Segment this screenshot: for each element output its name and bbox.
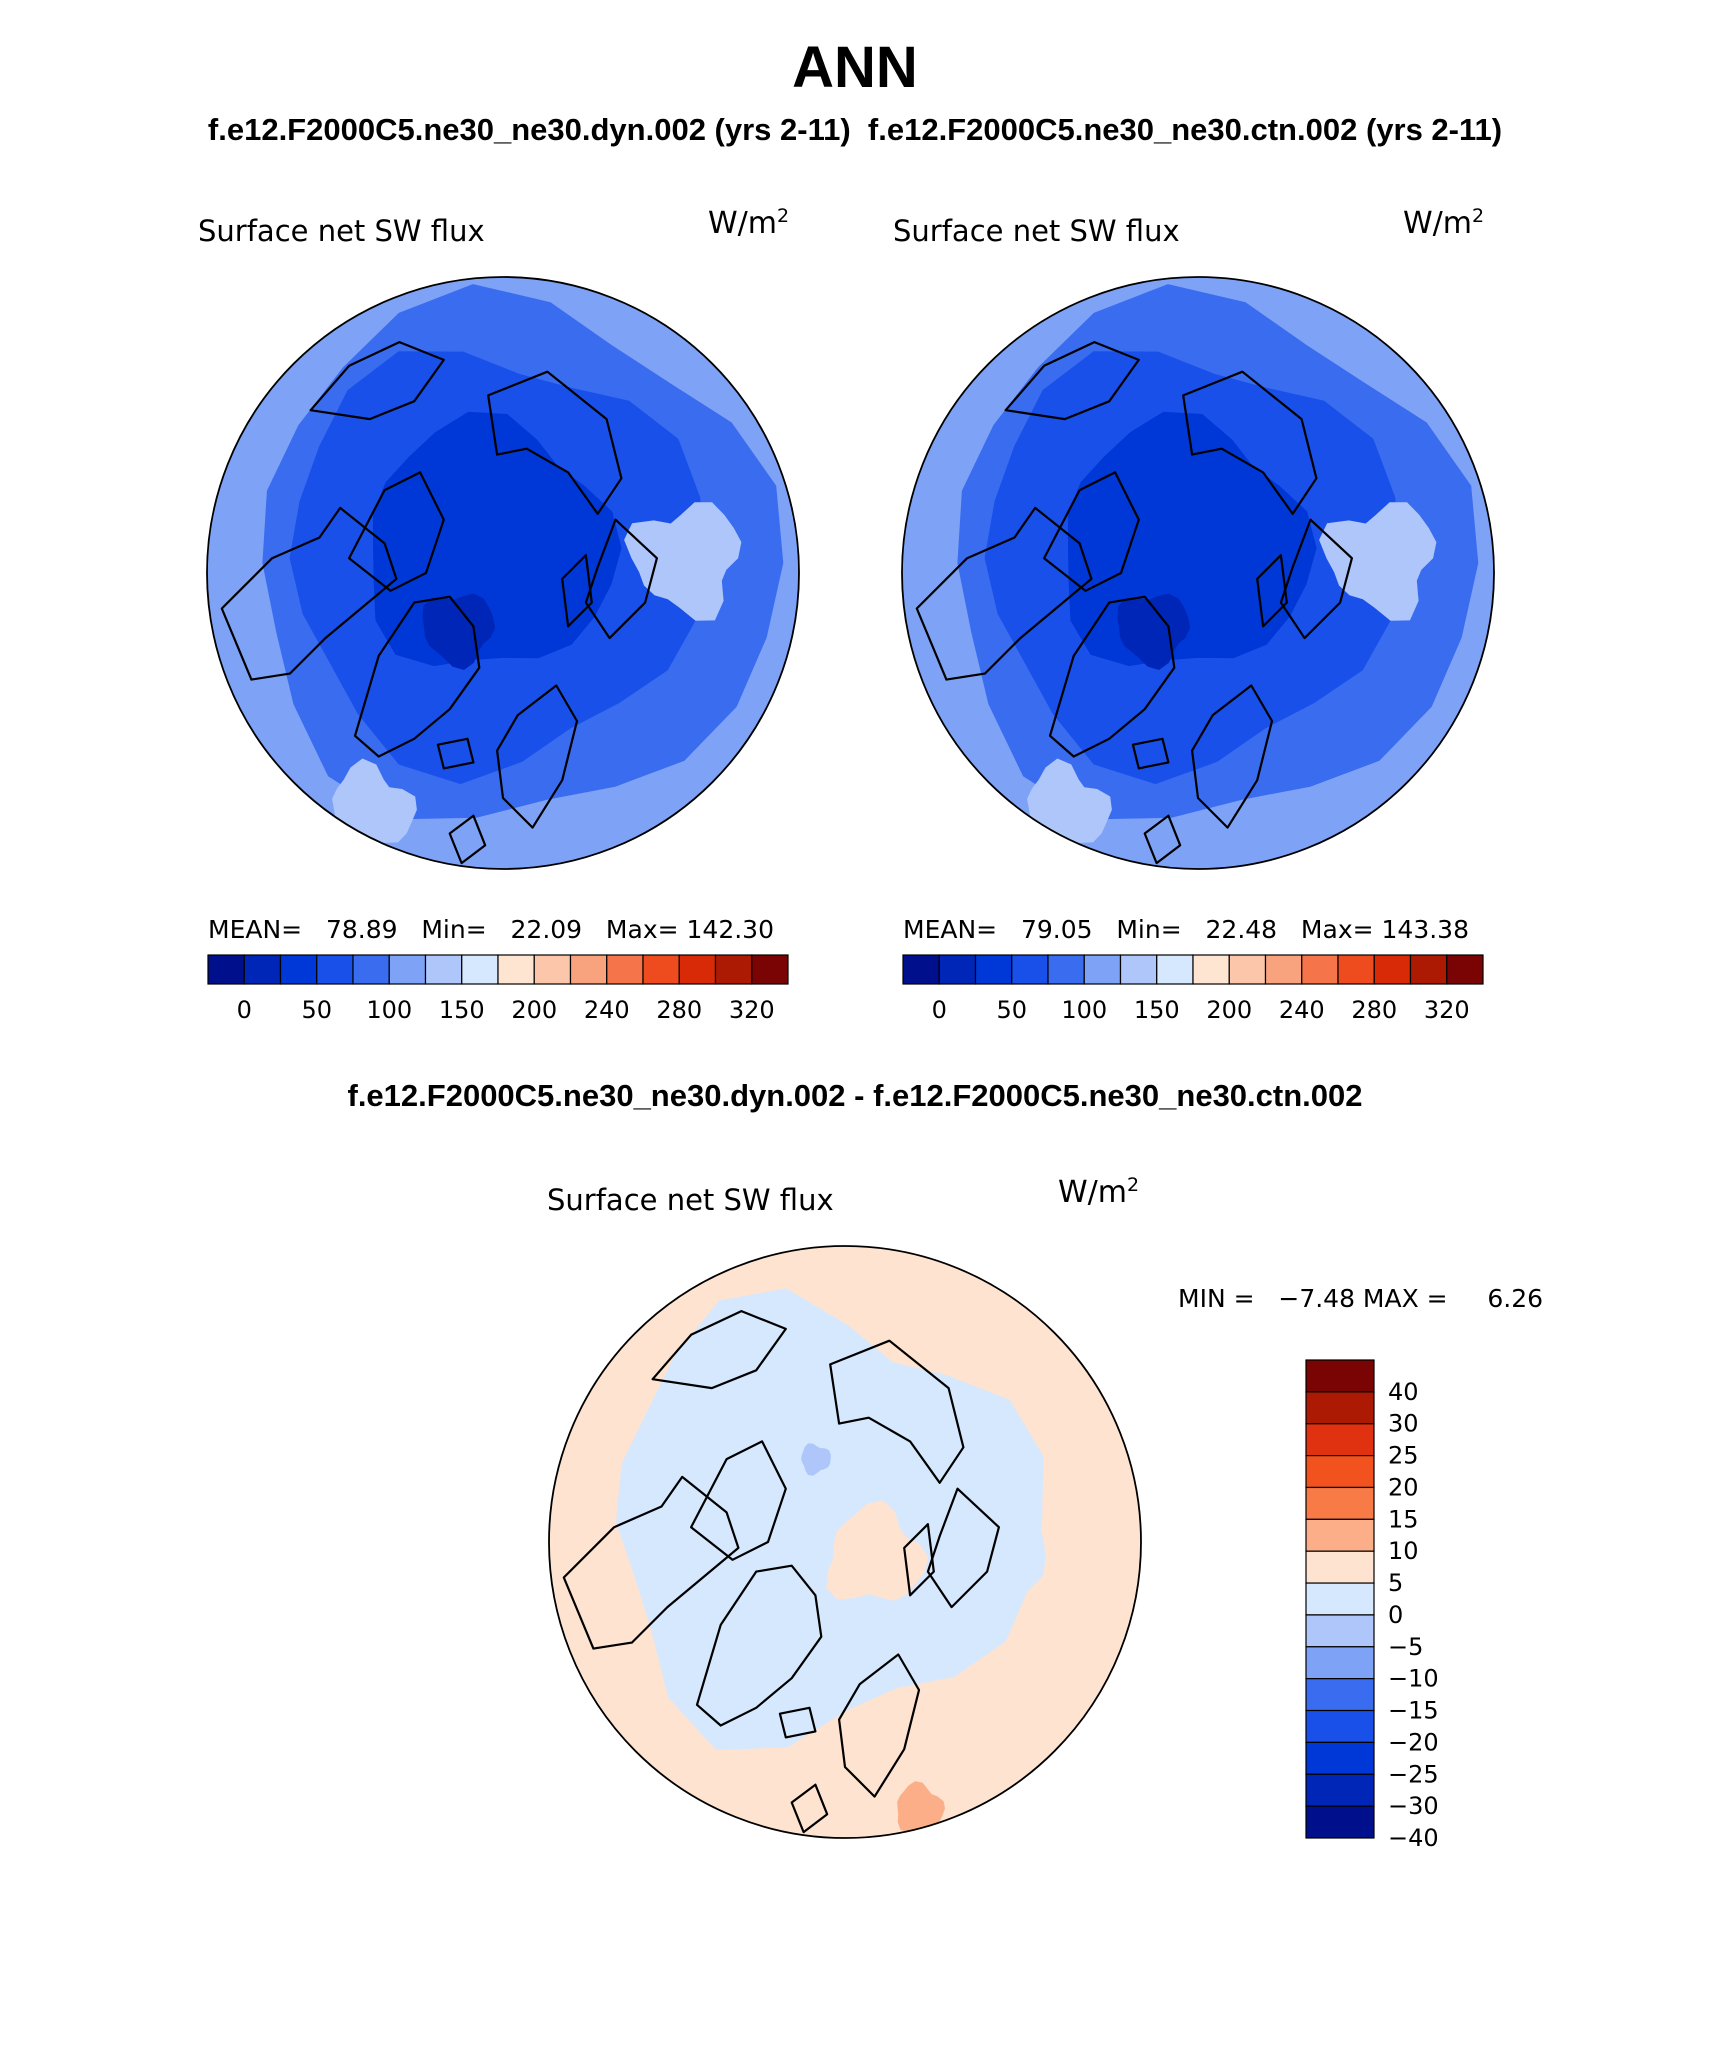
colorbar-tick-label: 100 xyxy=(1061,996,1107,1024)
panel2-units: W/m2 xyxy=(1403,205,1485,241)
colorbar-swatch xyxy=(1301,954,1339,985)
colorbar-tick-label: 320 xyxy=(729,996,775,1024)
colorbar-tick-label: 280 xyxy=(656,996,702,1024)
colorbar-tick-label: 240 xyxy=(584,996,630,1024)
colorbar-swatch xyxy=(714,954,753,985)
colorbar-swatch xyxy=(1305,1678,1375,1712)
panel1-polar-map xyxy=(206,276,800,870)
colorbar-swatch xyxy=(1305,1518,1375,1552)
colorbar-swatch xyxy=(974,954,1013,985)
colorbar-tick-label: 320 xyxy=(1424,996,1470,1024)
colorbar-swatch xyxy=(207,954,245,985)
colorbar-swatch xyxy=(461,954,499,985)
colorbar-swatch xyxy=(1119,954,1158,985)
colorbar-tick-label: 30 xyxy=(1388,1410,1419,1438)
colorbar-swatch xyxy=(1011,954,1049,985)
colorbar-tick-label: 50 xyxy=(301,996,332,1024)
colorbar-tick-label: −5 xyxy=(1388,1633,1423,1661)
colorbar-swatch xyxy=(642,954,680,985)
colorbar-tick-label: −25 xyxy=(1388,1760,1439,1788)
colorbar-swatch xyxy=(1305,1486,1375,1520)
colorbar-tick-label: 15 xyxy=(1388,1505,1419,1533)
colorbar-swatch xyxy=(751,954,789,985)
panel1-units: W/m2 xyxy=(708,205,790,241)
colorbar-tick-label: 150 xyxy=(1134,996,1180,1024)
colorbar-tick-label: 40 xyxy=(1388,1378,1419,1406)
colorbar-swatch xyxy=(1305,1391,1375,1425)
colorbar-tick-label: 150 xyxy=(439,996,485,1024)
colorbar-swatch xyxy=(388,954,427,985)
colorbar-tick-label: 5 xyxy=(1388,1569,1403,1597)
colorbar-tick-label: 100 xyxy=(366,996,412,1024)
colorbar-swatch xyxy=(1192,954,1230,985)
diff-units: W/m2 xyxy=(1058,1174,1140,1210)
panel2-variable-label: Surface net SW flux xyxy=(893,214,1180,248)
panel1-colorbar: 0 50 100 150 200 240 280 320 xyxy=(207,954,789,1024)
colorbar-swatch xyxy=(938,954,977,985)
colorbar-swatch xyxy=(1446,954,1484,985)
difference-title: f.e12.F2000C5.ne30_ne30.dyn.002 - f.e12.… xyxy=(347,1078,1363,1113)
colorbar-swatch xyxy=(1228,954,1267,985)
colorbar-tick-label: 10 xyxy=(1388,1537,1419,1565)
colorbar-swatch xyxy=(1305,1582,1375,1616)
panel2-stats: MEAN= 79.05 Min= 22.48 Max= 143.38 xyxy=(903,915,1469,944)
colorbar-tick-label: 0 xyxy=(237,996,252,1024)
colorbar-swatch xyxy=(1083,954,1122,985)
colorbar-tick-label: −40 xyxy=(1388,1824,1439,1852)
colorbar-swatch xyxy=(1305,1709,1375,1743)
diff-minmax: MIN = −7.48 MAX = 6.26 xyxy=(1178,1284,1544,1313)
colorbar-tick-label: 0 xyxy=(932,996,947,1024)
colorbar-swatch xyxy=(243,954,282,985)
colorbar-tick-label: 0 xyxy=(1388,1601,1403,1629)
colorbar-swatch xyxy=(316,954,354,985)
colorbar-swatch xyxy=(1047,954,1085,985)
colorbar-swatch xyxy=(1409,954,1448,985)
colorbar-tick-label: 280 xyxy=(1351,996,1397,1024)
colorbar-swatch xyxy=(1156,954,1194,985)
panel2-colorbar: 0 50 100 150 200 240 280 320 xyxy=(902,954,1484,1024)
colorbar-swatch xyxy=(279,954,318,985)
colorbar-tick-label: 200 xyxy=(511,996,557,1024)
colorbar-swatch xyxy=(533,954,572,985)
colorbar-swatch xyxy=(1337,954,1375,985)
colorbar-tick-label: −20 xyxy=(1388,1728,1439,1756)
colorbar-swatch xyxy=(1305,1805,1375,1839)
figure-title: ANN xyxy=(792,35,918,100)
colorbar-swatch xyxy=(1264,954,1303,985)
figure-subtitle: f.e12.F2000C5.ne30_ne30.dyn.002 (yrs 2-1… xyxy=(207,112,1503,147)
diff-polar-map xyxy=(548,1245,1142,1839)
colorbar-swatch xyxy=(1305,1423,1375,1457)
colorbar-swatch xyxy=(678,954,717,985)
colorbar-swatch xyxy=(1305,1773,1375,1807)
colorbar-swatch xyxy=(1305,1454,1375,1489)
colorbar-tick-label: −10 xyxy=(1388,1665,1439,1693)
colorbar-tick-label: 20 xyxy=(1388,1473,1419,1501)
diff-variable-label: Surface net SW flux xyxy=(547,1183,834,1217)
colorbar-swatch xyxy=(606,954,644,985)
colorbar-swatch xyxy=(1373,954,1412,985)
colorbar-swatch xyxy=(1305,1646,1375,1680)
colorbar-tick-label: −30 xyxy=(1388,1792,1439,1820)
colorbar-swatch xyxy=(497,954,535,985)
panel2-polar-map xyxy=(901,276,1495,870)
colorbar-swatch xyxy=(1305,1359,1375,1393)
colorbar-swatch xyxy=(1305,1614,1375,1648)
colorbar-tick-label: 25 xyxy=(1388,1442,1419,1470)
colorbar-tick-label: 200 xyxy=(1206,996,1252,1024)
colorbar-tick-label: 240 xyxy=(1279,996,1325,1024)
colorbar-swatch xyxy=(1305,1550,1375,1584)
diff-colorbar: 40 30 25 20 15 10 5 0 −5 −10 −15 −20 −25 −30 −40 xyxy=(1305,1359,1439,1852)
colorbar-swatch xyxy=(569,954,608,985)
colorbar-swatch xyxy=(1305,1741,1375,1775)
colorbar-tick-label: 50 xyxy=(996,996,1027,1024)
panel1-variable-label: Surface net SW flux xyxy=(198,214,485,248)
panel1-stats: MEAN= 78.89 Min= 22.09 Max= 142.30 xyxy=(208,915,774,944)
colorbar-swatch xyxy=(352,954,390,985)
colorbar-tick-label: −15 xyxy=(1388,1697,1439,1725)
colorbar-swatch xyxy=(902,954,940,985)
colorbar-swatch xyxy=(424,954,463,985)
